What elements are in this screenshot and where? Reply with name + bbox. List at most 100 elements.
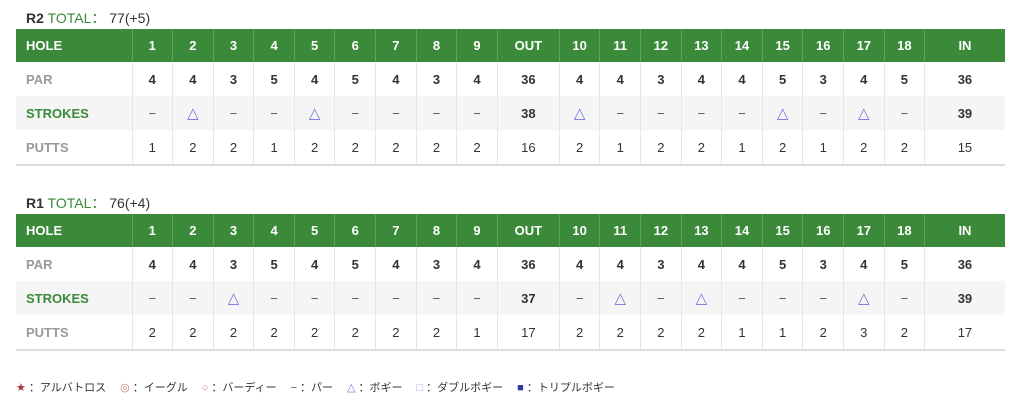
- hole-number: 9: [456, 214, 498, 247]
- putts-cell: 15: [924, 130, 1005, 166]
- par-icon: −: [721, 281, 763, 315]
- hole-number: 16: [802, 214, 844, 247]
- putts-cell: 2: [761, 130, 803, 166]
- hole-number: 9: [456, 29, 498, 62]
- par-cell: 5: [883, 247, 925, 281]
- hole-number: 2: [172, 29, 214, 62]
- par-cell: 36: [924, 247, 1005, 281]
- hole-number: 4: [253, 214, 295, 247]
- hole-number: 1: [131, 29, 173, 62]
- hole-number: 6: [334, 214, 376, 247]
- par-icon: −: [802, 281, 844, 315]
- putts-cell: 2: [334, 130, 376, 166]
- par-icon: −: [172, 281, 214, 315]
- hole-number: 5: [293, 214, 335, 247]
- strokes-label: STROKES: [16, 281, 132, 315]
- par-cell: 5: [761, 62, 803, 96]
- putts-label: PUTTS: [16, 130, 132, 166]
- par-cell: 4: [375, 62, 417, 96]
- hole-number: 3: [212, 29, 254, 62]
- putts-cell: 2: [558, 130, 600, 166]
- par-icon: −: [415, 96, 457, 130]
- putts-cell: 1: [761, 315, 803, 351]
- par-icon: −: [599, 96, 641, 130]
- putts-row: PUTTS 1 2 2 1 2 2 2 2 2 16 2 1 2 2 1 2 1 2 2 15: [16, 130, 1005, 166]
- legend-symbol-icon: ○: [201, 382, 209, 394]
- legend-label: ：パー: [300, 382, 334, 394]
- strokes-label: STROKES: [16, 96, 132, 130]
- par-icon: −: [883, 96, 925, 130]
- legend-item: ■ ：トリプルボギー: [517, 379, 615, 395]
- putts-cell: 1: [456, 315, 498, 351]
- round-r2-scorecard: R2 TOTAL： 77(+5) HOLE 1 2 3 4 5 6 7 8 9 OUT 10 11 12 13…: [16, 7, 1005, 166]
- header-row: HOLE 1 2 3 4 5 6 7 8 9 OUT 10 11 12 13 14 15 16 17 18 IN: [16, 214, 1005, 247]
- par-cell: 4: [843, 62, 885, 96]
- par-icon: −: [375, 96, 417, 130]
- putts-cell: 2: [680, 315, 722, 351]
- par-cell: 4: [680, 62, 722, 96]
- par-cell: 36: [496, 247, 560, 281]
- putts-cell: 1: [721, 315, 763, 351]
- legend-label: ：バーディー: [211, 382, 277, 394]
- par-cell: 5: [253, 247, 295, 281]
- putts-row: PUTTS 2 2 2 2 2 2 2 2 1 17 2 2 2 2 1 1 2 3 2 17: [16, 315, 1005, 351]
- par-cell: 3: [415, 247, 457, 281]
- par-icon: −: [131, 96, 173, 130]
- bogey-icon: △: [558, 96, 600, 130]
- hole-number: 18: [883, 214, 925, 247]
- putts-cell: 2: [843, 130, 885, 166]
- hole-label: HOLE: [16, 214, 132, 247]
- hole-number: 14: [721, 214, 763, 247]
- total-value: 76(+4): [109, 195, 151, 211]
- par-icon: −: [802, 96, 844, 130]
- legend-label: ：ダブルボギー: [426, 382, 504, 394]
- legend-label: ：トリプルボギー: [526, 382, 615, 394]
- scorecard-table: HOLE 1 2 3 4 5 6 7 8 9 OUT 10 11 12 13 14 15 16 17 18 IN PAR 4…: [16, 29, 1005, 166]
- par-icon: −: [293, 281, 335, 315]
- par-icon: −: [721, 96, 763, 130]
- par-cell: 4: [375, 247, 417, 281]
- putts-cell: 3: [843, 315, 885, 351]
- round-title: R1 TOTAL： 76(+4): [26, 192, 1004, 214]
- hole-number: 14: [721, 29, 763, 62]
- par-label: PAR: [26, 256, 53, 272]
- par-row: PAR 4 4 3 5 4 5 4 3 4 36 4 4 3 4 4 5 3 4 5 36: [16, 247, 1005, 281]
- par-cell: 3: [212, 62, 254, 96]
- par-cell: 4: [599, 247, 641, 281]
- par-icon: −: [761, 281, 803, 315]
- par-icon: −: [375, 281, 417, 315]
- bogey-icon: △: [843, 281, 885, 315]
- par-cell: 4: [131, 247, 173, 281]
- par-cell: 4: [721, 62, 763, 96]
- strokes-total: 39: [924, 96, 1005, 130]
- hole-number: 13: [680, 214, 722, 247]
- hole-number: 4: [253, 29, 295, 62]
- par-cell: 4: [131, 62, 173, 96]
- putts-cell: 2: [172, 315, 214, 351]
- putts-cell: 1: [253, 130, 295, 166]
- putts-cell: 2: [293, 130, 335, 166]
- legend-symbol-icon: ■: [517, 382, 524, 394]
- legend-symbol-icon: −: [290, 382, 298, 394]
- legend-label: ：アルバトロス: [28, 382, 107, 394]
- par-cell: 4: [558, 62, 600, 96]
- par-cell: 4: [293, 62, 335, 96]
- par-cell: 4: [456, 62, 498, 96]
- hole-number: OUT: [496, 214, 560, 247]
- par-cell: 5: [883, 62, 925, 96]
- legend-item: − ：パー: [291, 379, 333, 395]
- strokes-row: STROKES − △ − − △ − − − −38 △ − − − − △ − △ −39: [16, 96, 1005, 130]
- hole-number: 5: [293, 29, 335, 62]
- bogey-icon: △: [843, 96, 885, 130]
- par-icon: −: [334, 96, 376, 130]
- par-cell: 4: [172, 62, 214, 96]
- putts-cell: 2: [802, 315, 844, 351]
- putts-cell: 2: [172, 130, 214, 166]
- strokes-total: 38: [496, 96, 560, 130]
- par-cell: 5: [334, 62, 376, 96]
- putts-cell: 2: [599, 315, 641, 351]
- legend-label: ：イーグル: [132, 382, 188, 394]
- par-icon: −: [456, 96, 498, 130]
- bogey-icon: △: [172, 96, 214, 130]
- hole-number: 16: [802, 29, 844, 62]
